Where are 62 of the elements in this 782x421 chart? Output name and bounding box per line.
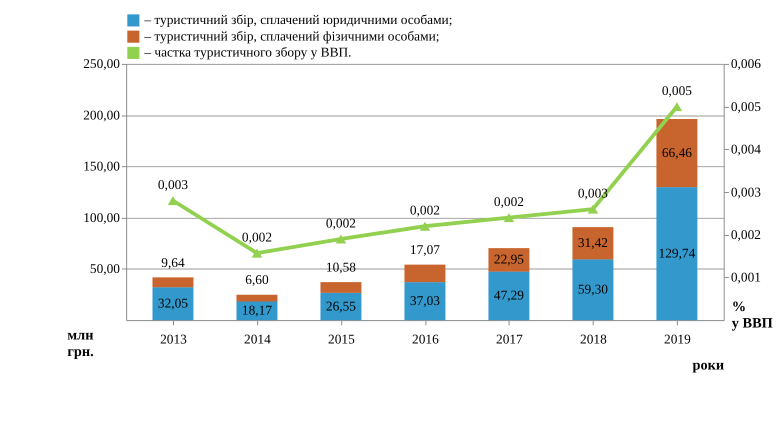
legend-label: – частка туристичного збору у ВВП. [143,44,352,60]
data-label: 37,03 [410,292,440,308]
bar [572,259,614,320]
x-tick-label: 2013 [160,332,188,347]
y-axis-title: млн грн. [67,328,94,360]
bar [572,227,614,260]
data-label: 17,07 [410,242,440,258]
point [588,204,598,214]
point [168,196,178,206]
y2-tick-label: 0,002 [730,227,761,242]
y2-tick-label: 0,006 [730,56,762,72]
point [504,213,514,222]
point [672,102,682,112]
y2-tick-label: 0,004 [730,142,762,157]
data-label: 0,005 [662,83,692,98]
bar [236,294,278,302]
data-label: 32,05 [158,296,188,311]
x-tick-label: 2018 [580,332,608,347]
data-label: 0,003 [158,177,188,192]
data-label: 22,95 [494,252,524,267]
y2-tick-label: 0,001 [730,270,761,285]
legend-label: – туристичний збір, сплачений юридичними особами; [143,12,452,28]
bar [656,187,698,320]
x-tick-label: 2015 [328,332,356,347]
data-label: 10,58 [326,260,356,275]
x-tick-label: 2019 [664,332,692,347]
data-label: 129,74 [658,245,696,260]
bar [656,119,698,188]
x-axis-title: роки [692,357,724,374]
legend-label: – туристичний збір, сплачений фізичними особами; [143,28,440,44]
y-tick-label: 250,00 [83,56,120,72]
y-tick-label: 200,00 [83,107,120,122]
data-label: 26,55 [326,298,356,314]
y2-tick-label: 0,005 [730,98,762,114]
data-label: 0,002 [494,194,524,210]
y2-tick-label: 0,003 [730,184,762,200]
bar [320,282,362,293]
data-label: 9,64 [161,254,185,270]
y-tick-label: 100,00 [83,210,120,225]
bar [152,287,194,320]
point [336,234,346,244]
data-label: 6,60 [245,272,269,288]
point [252,248,262,258]
data-label: 0,002 [242,230,272,245]
data-label: 59,30 [578,282,608,297]
point [420,222,430,231]
data-label: 47,29 [494,288,524,303]
data-label: 0,002 [326,216,356,231]
bar [488,272,530,320]
bar [152,277,194,288]
data-label: 0,002 [410,202,440,218]
y2-axis-title: % у ВВП [732,299,773,332]
data-label: 66,46 [662,144,692,160]
bar [404,264,446,282]
data-label: 18,17 [242,302,272,318]
y-tick-label: 50,00 [90,261,120,276]
x-tick-label: 2017 [496,332,524,347]
y-tick-label: 150,00 [83,158,120,174]
x-tick-label: 2016 [412,332,440,347]
data-label: 31,42 [578,235,608,250]
x-tick-label: 2014 [244,332,272,347]
bar [404,282,446,320]
